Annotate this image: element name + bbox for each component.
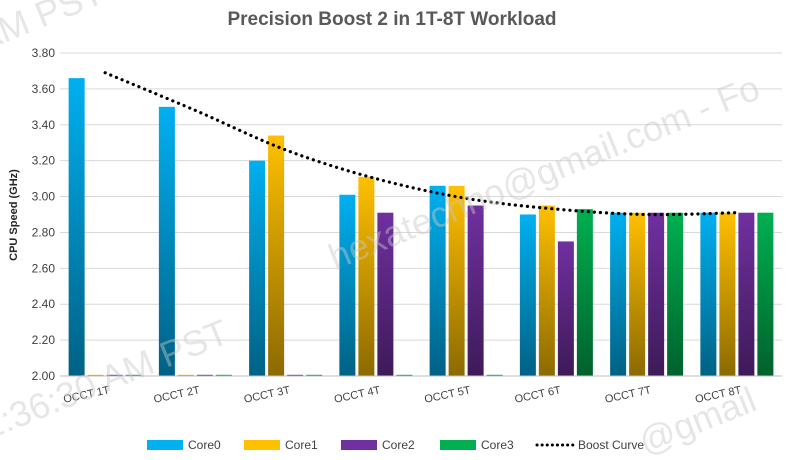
bar-core2 — [106, 374, 123, 376]
bar-core3 — [576, 209, 593, 376]
bar-core0 — [610, 212, 627, 376]
y-tick-label: 2.20 — [32, 333, 56, 347]
legend-label-core1: Core1 — [285, 438, 318, 452]
bars — [68, 78, 774, 376]
bar-core1 — [87, 374, 104, 376]
y-tick-label: 3.40 — [32, 118, 56, 132]
bar-core3 — [667, 212, 684, 376]
legend-label-core3: Core3 — [481, 438, 514, 452]
bar-core2 — [467, 205, 484, 376]
bar-core1 — [629, 212, 646, 376]
x-tick-label: OCCT 5T — [423, 384, 472, 406]
chart-title: Precision Boost 2 in 1T-8T Workload — [227, 9, 556, 30]
x-tick-label: OCCT 2T — [153, 384, 202, 406]
bar-core0 — [68, 78, 85, 376]
legend-swatch-core1 — [244, 440, 280, 450]
bar-core1 — [358, 176, 375, 376]
bar-core0 — [429, 185, 446, 376]
bar-core3 — [125, 374, 142, 376]
bar-core0 — [519, 214, 536, 376]
legend-swatch-core2 — [341, 440, 377, 450]
bar-core1 — [538, 205, 555, 376]
bar-core2 — [557, 241, 574, 376]
y-tick-label: 3.80 — [32, 46, 56, 60]
y-tick-label: 2.40 — [32, 297, 56, 311]
boost-curve-layer — [103, 71, 739, 217]
y-tick-label: 2.80 — [32, 225, 56, 239]
x-tick-label: OCCT 3T — [243, 384, 292, 406]
bar-core3 — [486, 374, 503, 376]
bar-core2 — [287, 374, 304, 376]
legend-label-core2: Core2 — [382, 438, 415, 452]
bar-core1 — [719, 212, 736, 376]
bar-core2 — [377, 212, 394, 376]
bar-core2 — [738, 212, 755, 376]
legend-label-boost-curve: Boost Curve — [578, 438, 644, 452]
y-axis-label: CPU Speed (GHz) — [8, 169, 20, 261]
legend-swatch-core3 — [440, 440, 476, 450]
bar-core1 — [448, 185, 465, 376]
bar-core3 — [306, 374, 323, 376]
legend: Core0 Core1 Core2 Core3 Boost Curve — [147, 438, 644, 452]
bar-core1 — [177, 374, 194, 376]
x-tick-label: OCCT 6T — [514, 384, 563, 406]
watermark-text: @gmail — [633, 378, 762, 460]
bar-core0 — [339, 194, 356, 376]
legend-label-core0: Core0 — [188, 438, 221, 452]
x-tick-label: OCCT 7T — [604, 384, 653, 406]
x-tick-label: OCCT 4T — [333, 384, 382, 406]
boost-curve-line — [103, 71, 739, 217]
bar-core2 — [196, 374, 213, 376]
bar-core1 — [268, 135, 285, 376]
bar-core0 — [158, 106, 175, 376]
gridlines — [60, 52, 782, 377]
y-tick-label: 2.60 — [32, 261, 56, 275]
bar-core0 — [700, 212, 717, 376]
y-tick-label: 2.00 — [32, 369, 56, 383]
bar-core3 — [396, 374, 413, 376]
bar-core3 — [215, 374, 232, 376]
y-tick-label: 3.20 — [32, 154, 56, 168]
bar-core3 — [757, 212, 774, 376]
bar-core2 — [648, 212, 665, 376]
y-tick-label: 3.00 — [32, 190, 56, 204]
legend-swatch-core0 — [147, 440, 183, 450]
y-tick-label: 3.60 — [32, 82, 56, 96]
bar-core0 — [249, 160, 266, 376]
